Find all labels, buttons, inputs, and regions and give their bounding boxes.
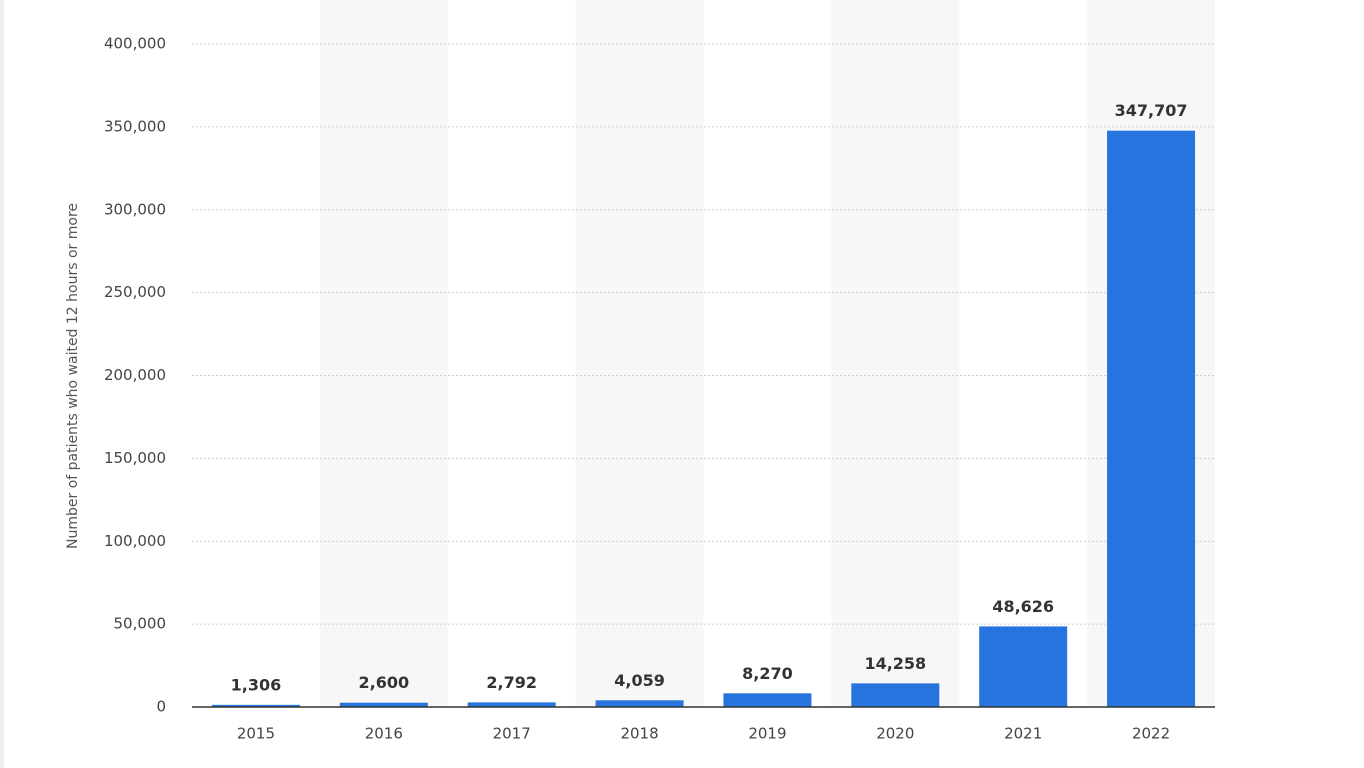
bar [723, 693, 812, 707]
bar [851, 683, 940, 707]
value-label: 4,059 [614, 671, 665, 690]
page-edge [0, 0, 4, 768]
bar [979, 626, 1068, 707]
bar [595, 700, 684, 707]
y-tick-label: 100,000 [104, 532, 166, 550]
band [575, 0, 704, 707]
value-label: 14,258 [864, 654, 926, 673]
x-tick-label: 2022 [1132, 725, 1170, 743]
band [319, 0, 448, 707]
x-tick-label: 2017 [493, 725, 531, 743]
y-tick-label: 0 [156, 698, 166, 716]
y-tick-label: 150,000 [104, 449, 166, 467]
y-tick-label: 200,000 [104, 366, 166, 384]
value-label: 48,626 [992, 597, 1054, 616]
y-tick-label: 350,000 [104, 117, 166, 135]
value-label: 2,792 [486, 673, 537, 692]
y-tick-label: 300,000 [104, 200, 166, 218]
bar [467, 702, 556, 707]
x-tick-label: 2020 [876, 725, 914, 743]
bands [319, 0, 1215, 707]
x-tick-label: 2015 [237, 725, 275, 743]
y-axis-label: Number of patients who waited 12 hours o… [65, 203, 81, 549]
x-tick-label: 2019 [748, 725, 786, 743]
band [831, 0, 960, 707]
value-label: 1,306 [231, 675, 282, 694]
bar [1107, 130, 1196, 707]
x-tick-label: 2018 [620, 725, 658, 743]
bar [339, 702, 428, 707]
value-label: 2,600 [359, 673, 410, 692]
x-tick-label: 2021 [1004, 725, 1042, 743]
value-label: 347,707 [1115, 101, 1188, 120]
y-tick-label: 400,000 [104, 35, 166, 53]
y-tick-label: 50,000 [114, 615, 167, 633]
x-tick-label: 2016 [365, 725, 403, 743]
y-tick-label: 250,000 [104, 283, 166, 301]
value-label: 8,270 [742, 664, 793, 683]
bar [211, 704, 300, 707]
